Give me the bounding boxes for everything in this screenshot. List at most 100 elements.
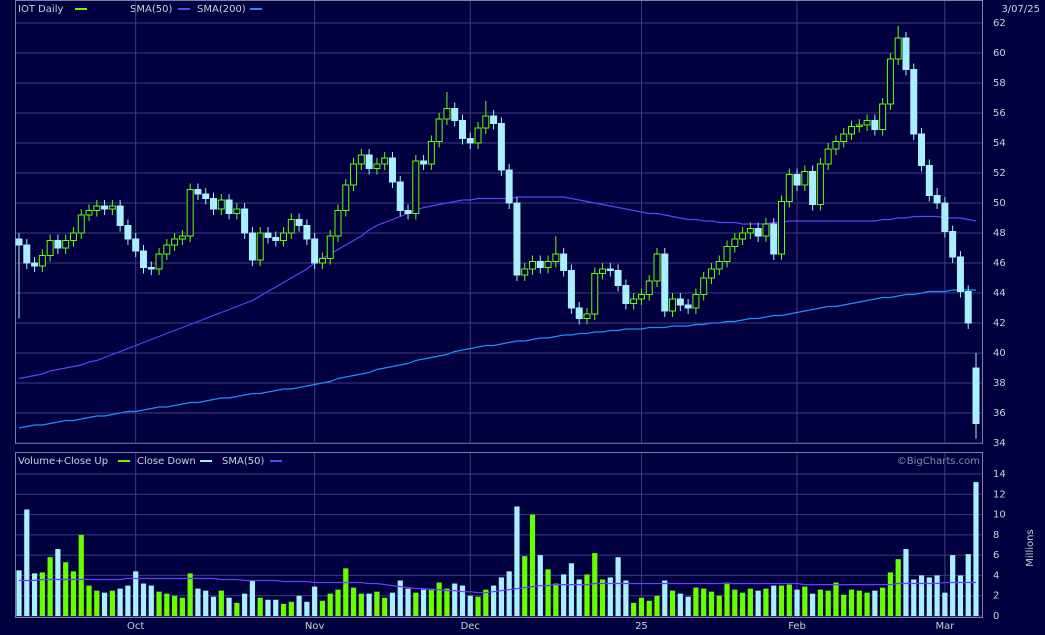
volume-bar <box>312 586 318 616</box>
volume-bar <box>397 580 403 616</box>
volume-bar <box>631 602 637 616</box>
candle-body <box>886 58 894 105</box>
volume-bar <box>366 593 372 616</box>
candle-body <box>894 37 902 60</box>
candle-body <box>490 115 498 124</box>
volume-bar <box>288 601 294 616</box>
candle-body <box>692 294 700 309</box>
volume-bar <box>265 599 271 616</box>
volume-bar <box>257 597 263 616</box>
candle-body <box>816 163 824 205</box>
candle-body <box>676 298 684 306</box>
candle-body <box>280 232 288 241</box>
volume-bar <box>685 596 691 616</box>
y-tick-label: 10 <box>993 510 1006 521</box>
candle-body <box>575 307 583 319</box>
candle-body <box>785 174 793 202</box>
candle-body <box>746 228 754 234</box>
volume-bar <box>374 591 380 616</box>
candle-body <box>93 205 101 211</box>
candle-body <box>241 208 249 234</box>
candle-body <box>871 120 879 130</box>
y-tick-label: 36 <box>993 408 1006 419</box>
candle-body <box>404 210 412 214</box>
volume-bar <box>491 585 497 616</box>
volume-bar <box>599 579 606 616</box>
y-tick-label: 2 <box>993 591 999 602</box>
y-tick-label: 58 <box>993 78 1006 89</box>
volume-bar <box>817 589 823 616</box>
candle-body <box>62 240 70 249</box>
candle-body <box>451 108 459 121</box>
y-tick-label: 12 <box>993 489 1006 500</box>
candle-body <box>202 193 210 199</box>
volume-bar <box>957 575 964 616</box>
candle-body <box>622 285 630 304</box>
y-tick-label: 40 <box>993 348 1006 359</box>
volume-bar <box>47 557 53 616</box>
candle-body <box>311 238 319 264</box>
volume-bar <box>623 580 629 616</box>
volume-bar <box>467 595 473 616</box>
volume-bar <box>273 599 279 616</box>
candle-body <box>723 246 731 262</box>
candle-body <box>46 240 54 256</box>
candle-body <box>793 174 801 186</box>
volume-bar <box>522 556 528 616</box>
legend-label: SMA(50) <box>130 4 172 15</box>
volume-bar <box>420 589 427 616</box>
volume-bar <box>16 570 22 616</box>
candle-body <box>824 148 832 165</box>
candle-body <box>583 313 591 319</box>
candle-body <box>210 198 218 210</box>
candle-body <box>443 108 451 120</box>
y-tick-label: 8 <box>993 530 999 541</box>
volume-bar <box>343 568 349 616</box>
candle-body <box>840 133 848 142</box>
volume-bar <box>156 591 162 616</box>
candle-body <box>941 202 949 232</box>
candle-body <box>809 171 817 205</box>
candle-body <box>171 238 179 246</box>
volume-bar <box>444 588 450 616</box>
candle-body <box>513 202 521 276</box>
legend-label: SMA(200) <box>197 4 246 15</box>
candle-body <box>544 261 552 268</box>
candle-body <box>108 205 116 210</box>
volume-bar <box>638 597 645 616</box>
candle-body <box>256 232 264 261</box>
volume-bar <box>179 597 185 616</box>
candle-body <box>295 219 303 226</box>
volume-bar <box>693 587 699 616</box>
candle-body <box>155 253 163 270</box>
candle-body <box>848 126 856 135</box>
sma-line <box>18 196 977 380</box>
volume-bar <box>934 575 940 616</box>
volume-bar <box>880 587 886 616</box>
volume-bar <box>319 600 326 616</box>
volume-bar <box>172 595 178 616</box>
volume-bar <box>662 580 668 616</box>
candle-body <box>614 270 622 286</box>
candle-body <box>69 232 77 241</box>
volume-bar <box>109 590 115 616</box>
candle-body <box>388 157 396 183</box>
volume-bar <box>654 595 660 616</box>
volume-bar <box>242 593 248 616</box>
volume-bar <box>148 585 154 616</box>
x-tick-label: Feb <box>788 621 806 632</box>
candle-body <box>536 261 544 268</box>
volume-bar <box>568 563 575 616</box>
volume-bar <box>592 553 598 616</box>
candle-body <box>567 270 575 309</box>
candle-body <box>132 238 140 252</box>
candle-body <box>964 291 972 324</box>
volume-bar <box>498 577 504 616</box>
sma-line <box>19 577 976 594</box>
candle-body <box>653 253 661 282</box>
candle-body <box>194 189 202 195</box>
volume-bar <box>70 571 77 616</box>
volume-bar <box>304 601 310 616</box>
candle-body <box>606 268 614 271</box>
